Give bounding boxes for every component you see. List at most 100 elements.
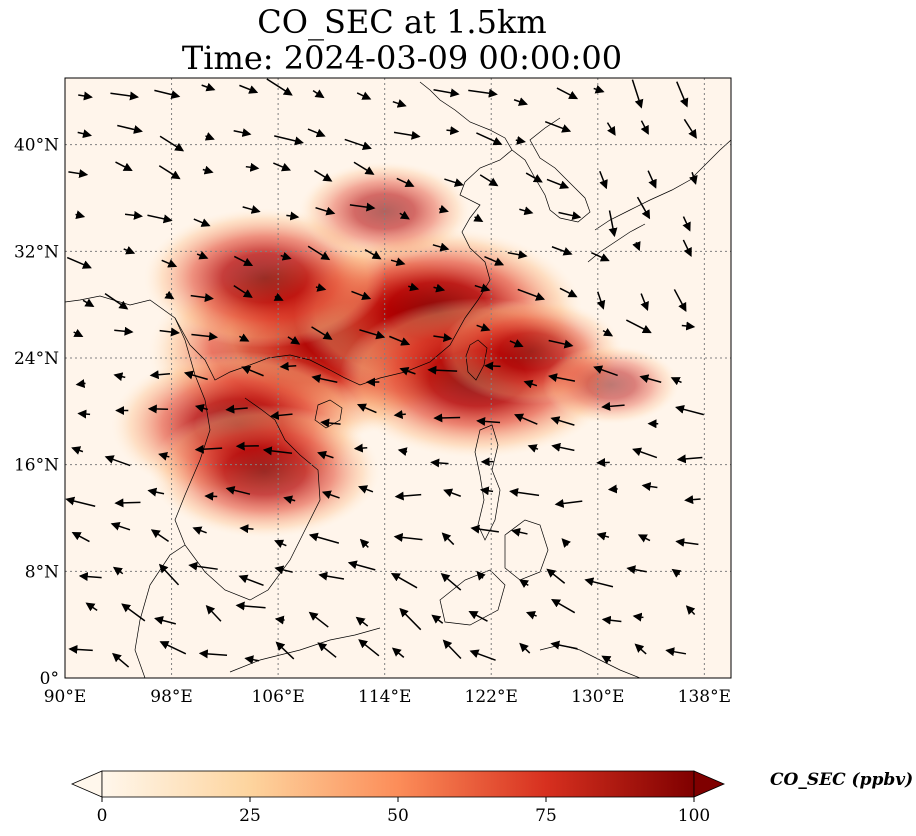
wind-arrow — [393, 410, 406, 419]
wind-arrow — [559, 287, 578, 298]
wind-arrow — [68, 644, 93, 654]
wind-arrow — [519, 642, 531, 654]
wind-arrow — [349, 202, 376, 212]
wind-arrow — [432, 242, 450, 252]
wind-arrow — [596, 531, 610, 541]
wind-arrow — [446, 126, 460, 136]
wind-arrow — [641, 482, 658, 491]
wind-arrow — [438, 204, 449, 214]
wind-arrow — [484, 256, 505, 266]
wind-arrow — [71, 531, 90, 543]
wind-arrow — [408, 282, 420, 292]
colorbar-tick-label: 25 — [239, 806, 261, 826]
wind-arrow — [235, 601, 266, 611]
lat-tick-label: 40°N — [14, 136, 59, 156]
wind-arrow — [311, 374, 338, 384]
wind-arrow — [550, 640, 578, 650]
wind-arrow — [280, 251, 292, 261]
wind-arrow — [244, 655, 260, 665]
wind-arrow — [551, 246, 573, 256]
wind-arrow — [355, 616, 369, 627]
wind-arrow — [525, 172, 543, 183]
wind-arrow — [632, 612, 644, 622]
wind-arrow — [194, 403, 209, 413]
wind-arrow — [112, 566, 124, 576]
wind-arrow — [665, 647, 687, 657]
wind-arrow — [473, 213, 484, 223]
wind-arrow — [269, 411, 293, 420]
lon-tick-label: 106°E — [251, 687, 304, 707]
wind-arrow — [596, 291, 606, 310]
wind-arrow — [159, 327, 180, 337]
wind-arrow — [347, 560, 376, 571]
wind-arrow — [117, 124, 143, 134]
wind-arrow — [188, 561, 218, 571]
wind-arrow — [321, 490, 340, 499]
lat-tick-label: 24°N — [14, 349, 59, 369]
wind-arrow — [676, 81, 689, 108]
wind-arrow — [637, 534, 651, 543]
wind-arrow — [158, 563, 180, 586]
wind-arrow — [164, 290, 175, 300]
wind-arrow — [190, 293, 214, 302]
wind-arrow — [523, 379, 538, 389]
wind-arrow — [356, 403, 377, 414]
wind-arrow — [468, 611, 488, 622]
wind-arrow — [599, 170, 608, 190]
wind-arrow — [441, 532, 455, 546]
wind-arrow — [262, 446, 293, 456]
wind-arrow — [344, 138, 372, 151]
wind-arrow — [147, 487, 165, 497]
wind-arrow — [689, 172, 698, 185]
wind-arrow — [273, 162, 291, 172]
wind-arrow — [82, 298, 95, 308]
wind-arrow — [193, 218, 211, 227]
wind-arrow — [287, 336, 301, 345]
wind-arrow — [104, 455, 131, 467]
wind-arrow — [71, 446, 84, 455]
wind-arrow — [515, 135, 526, 145]
lon-tick-label: 138°E — [678, 687, 731, 707]
wind-arrow — [183, 370, 208, 381]
wind-arrow — [593, 84, 605, 94]
wind-arrow — [550, 416, 575, 426]
wind-arrow — [433, 88, 460, 98]
wind-arrow — [479, 486, 494, 496]
wind-arrow — [484, 361, 501, 371]
colorbar-ticks: 0 25 50 75 100 — [97, 797, 710, 826]
wind-arrow — [591, 251, 610, 262]
lat-tick-label: 8°N — [25, 562, 59, 582]
wind-arrow — [548, 373, 576, 383]
wind-arrow — [685, 605, 696, 616]
wind-arrow — [673, 289, 687, 312]
wind-arrow — [308, 611, 329, 628]
wind-arrow — [517, 288, 546, 301]
wind-arrow — [631, 79, 644, 109]
wind-arrow — [75, 379, 86, 389]
wind-arrow — [519, 206, 534, 216]
wind-arrow — [546, 178, 570, 190]
wind-arrow — [239, 524, 254, 534]
wind-arrow — [239, 84, 259, 94]
wind-arrow — [112, 652, 130, 668]
wind-arrow — [469, 649, 496, 661]
wind-arrow — [225, 404, 248, 414]
wind-arrow — [396, 177, 415, 188]
wind-arrow — [78, 572, 102, 582]
wind-arrow — [639, 374, 662, 383]
wind-arrow — [317, 450, 334, 460]
wind-arrow — [274, 565, 293, 575]
wind-arrow — [634, 643, 647, 655]
wind-arrow — [474, 283, 491, 293]
wind-arrow — [154, 89, 181, 99]
wind-arrow — [274, 135, 304, 146]
wind-arrow — [114, 498, 141, 508]
wind-arrow — [359, 538, 370, 549]
wind-arrow — [317, 642, 337, 658]
wind-arrow — [110, 521, 131, 531]
wind-arrow — [154, 616, 177, 625]
wind-arrow — [544, 120, 572, 133]
wind-arrow — [273, 292, 284, 301]
wind-arrow — [607, 484, 618, 494]
wind-arrow — [433, 283, 446, 293]
